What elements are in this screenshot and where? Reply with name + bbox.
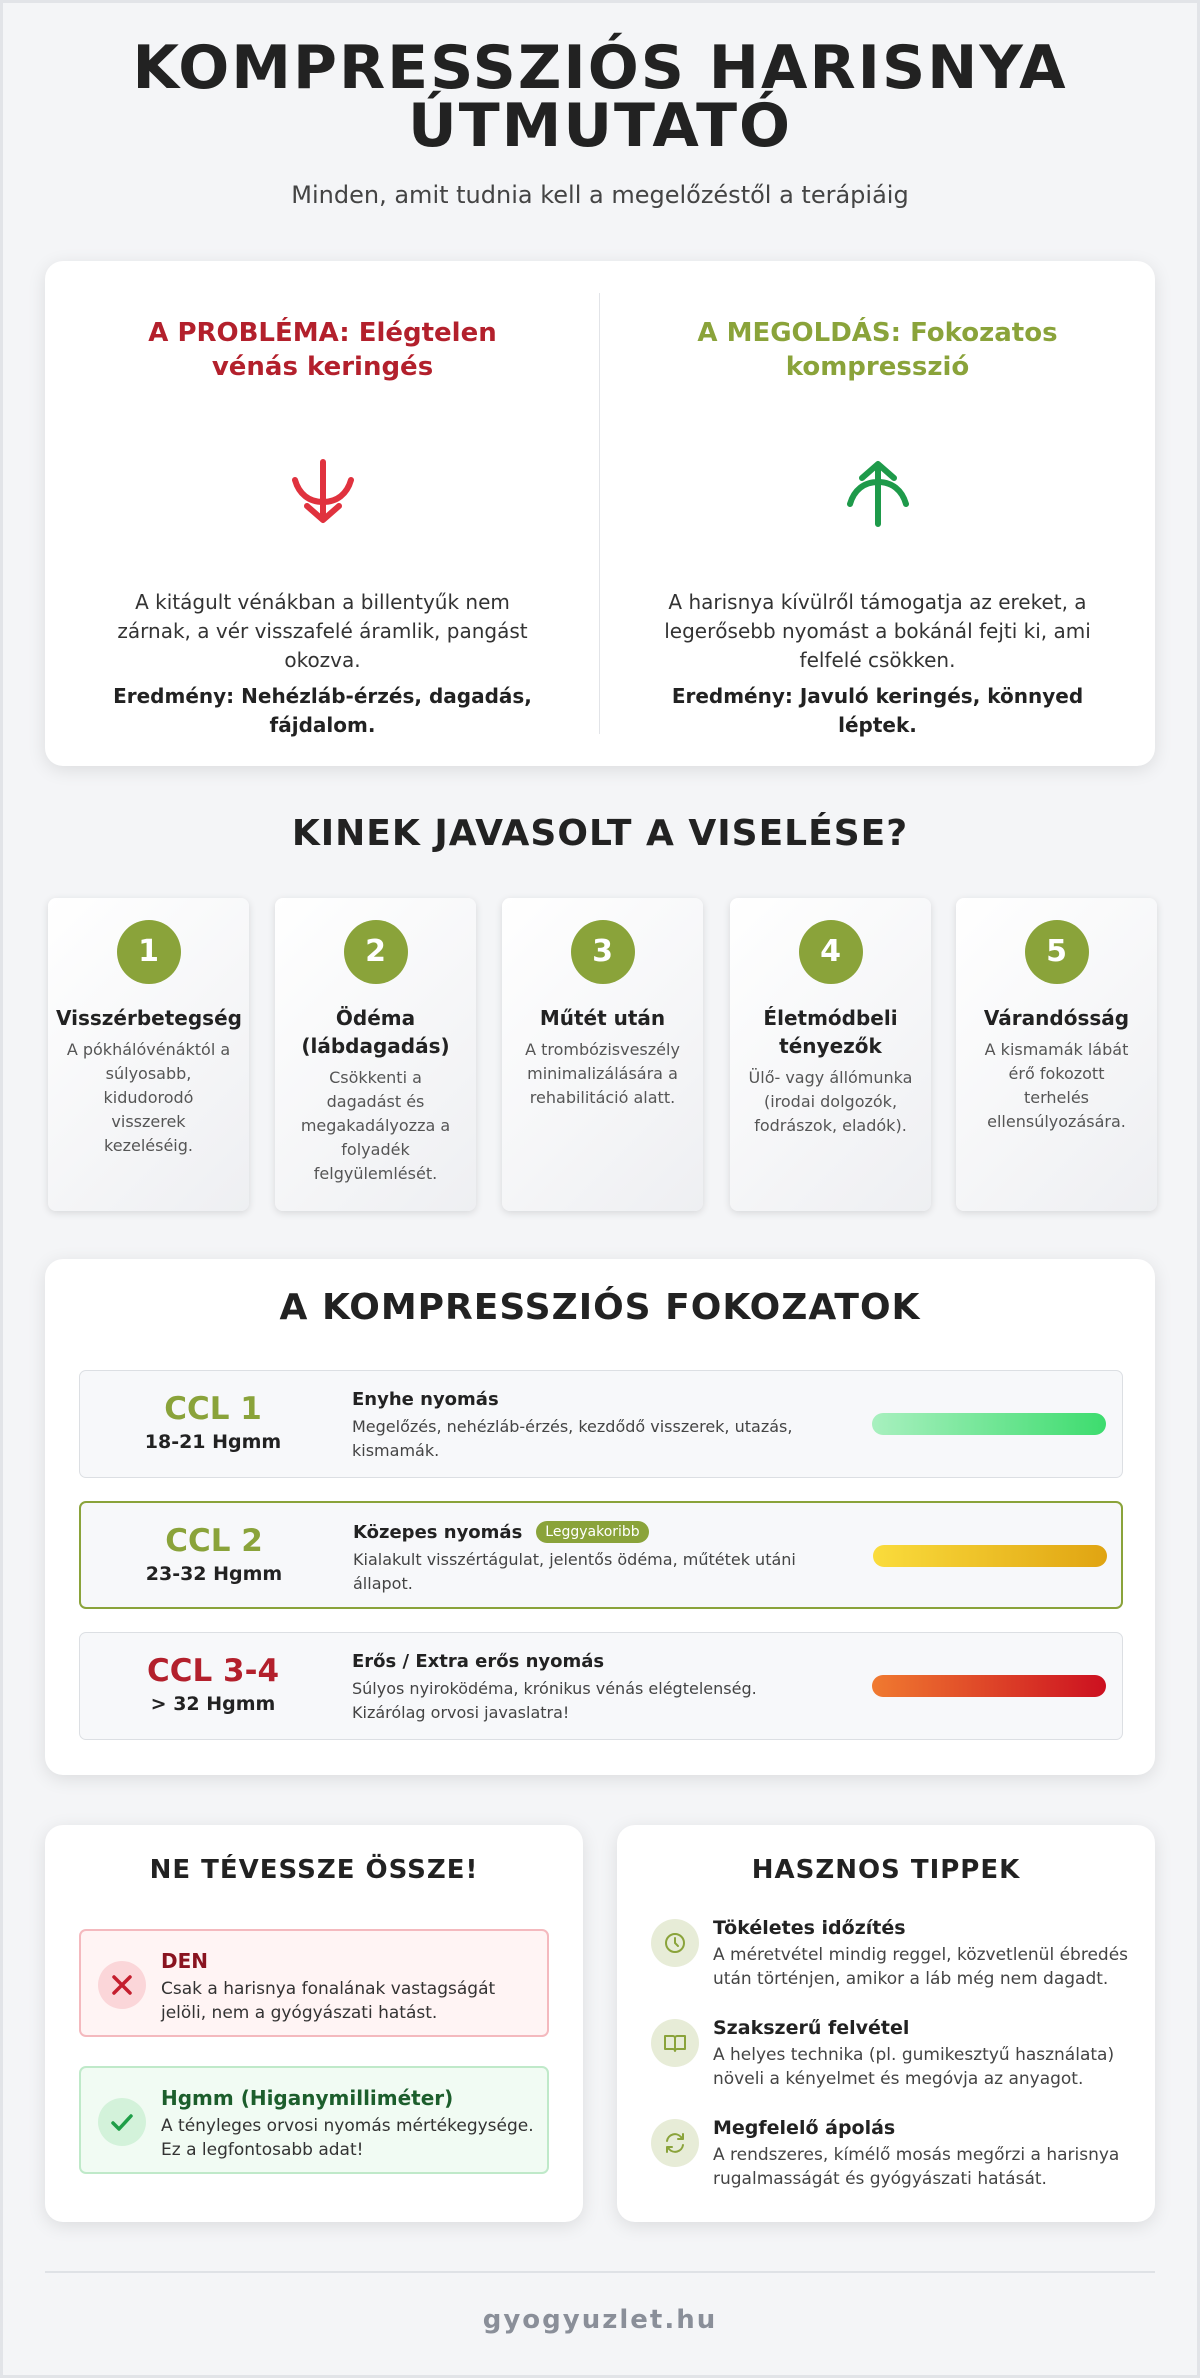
grade-pressure: > 32 Hgmm [150, 1693, 276, 1715]
grade-title: Erős / Extra erős nyomás [352, 1651, 832, 1672]
divider [599, 293, 600, 734]
audience-title: Visszérbetegség [56, 1006, 242, 1030]
tip-icon [651, 2019, 699, 2067]
pressure-bar [872, 1413, 1106, 1435]
audience-text: A pókhálóvénáktól a súlyosabb, kidudorod… [66, 1040, 231, 1155]
problem: A PROBLÉMA: Elégtelen vénás keringés A k… [45, 261, 600, 766]
icon [664, 2035, 686, 2052]
tips-title: HASZNOS TIPPEK [751, 1855, 1021, 1885]
confusion-title: Hgmm (Higanymilliméter) [161, 2086, 454, 2110]
audience-text: A kismamák lábát érő fokozott terhelés e… [984, 1040, 1129, 1131]
problem-title: A PROBLÉMA: Elégtelen vénás keringés [148, 318, 497, 382]
down-arrow-icon [291, 459, 354, 523]
grade-body: Erős / Extra erős nyomás Súlyos nyiroködé… [352, 1651, 832, 1725]
tip-title: Tökéletes időzítés [713, 1917, 906, 1939]
confusion-card: NE TÉVESSZE ÖSSZE! DEN Csak a harisnya fo… [45, 1825, 583, 2222]
grades-card: A KOMPRESSZIÓS FOKOZATOK CCL 1 18-21 Hgmm… [45, 1259, 1155, 1775]
grade-title: Enyhe nyomás [352, 1389, 832, 1410]
grade-body: Közepes nyomás Leggyakoribb Kialakult viss… [353, 1521, 833, 1596]
tip-icon [651, 1919, 699, 1967]
number-badge: 4 [798, 920, 863, 984]
audience-title: Műtét után [539, 1006, 666, 1030]
number-badge: 1 [116, 920, 181, 984]
grade-name: CCL 3-4 [146, 1653, 280, 1689]
confusion-item: Hgmm (Higanymilliméter) A tényleges orvos… [79, 2066, 549, 2174]
grade-pressure: 18-21 Hgmm [144, 1431, 282, 1453]
icon [111, 2114, 133, 2131]
up-arrow-icon [846, 461, 909, 527]
subtitle: Minden, amit tudnia kell a megelőzéstől … [291, 181, 909, 209]
tip-icon [651, 2119, 699, 2167]
confusion-item: DEN Csak a harisnya fonalának vastagságát… [79, 1929, 549, 2037]
audience-card: 4 Életmódbeli tényezők Ülő- vagy állómunka… [730, 898, 931, 1211]
footer: gyogyuzlet.hu [482, 2305, 718, 2335]
pressure-bar [873, 1545, 1107, 1567]
audience-text: Ülő- vagy állómunka (irodai dolgozók, fo… [748, 1068, 913, 1135]
audience-card: 2 Ödéma (lábdagadás) Csökkenti a dagadást … [275, 898, 476, 1211]
tips-card: HASZNOS TIPPEK Tökéletes időzítés A méret… [617, 1825, 1155, 2222]
tip-item: Szakszerű felvétel A helyes technika (pl.… [651, 2017, 1131, 2091]
audience-card: 3 Műtét után A trombózisveszély minimalizá… [502, 898, 703, 1211]
solution-text: A harisnya kívülről támogatja az ereket,… [664, 590, 1091, 672]
grade-row: CCL 2 23-32 Hgmm Közepes nyomás Leggyakorib… [79, 1501, 1123, 1609]
title: KOMPRESSZIÓS HARISNYA ÚTMUTATÓ [132, 33, 1068, 161]
tip-title: Megfelelő ápolás [713, 2117, 896, 2139]
grade-name: CCL 1 [164, 1391, 262, 1427]
grade-text: Kialakult visszértágulat, jelentős ödéma… [353, 1550, 796, 1593]
confusion-title: DEN [161, 1949, 209, 1973]
solution: A MEGOLDÁS: Fokozatos kompresszió A hari… [600, 261, 1155, 766]
grade-title-text: Erős / Extra erős nyomás [352, 1651, 605, 1672]
grade-body: Enyhe nyomás Megelőzés, nehézláb-érzés, k… [352, 1389, 832, 1463]
grade-row: CCL 3-4 > 32 Hgmm Erős / Extra erős nyomás… [79, 1632, 1123, 1740]
grade-title-text: Enyhe nyomás [352, 1389, 499, 1410]
grade-pressure: 23-32 Hgmm [145, 1563, 283, 1585]
audience-title: KINEK JAVASOLT A VISELÉSE? [291, 813, 909, 854]
grades-title: A KOMPRESSZIÓS FOKOZATOK [279, 1287, 921, 1328]
icon [665, 1933, 685, 1953]
confusion-title: NE TÉVESSZE ÖSSZE! [149, 1855, 479, 1885]
grade-row: CCL 1 18-21 Hgmm Enyhe nyomás Megelőzés, ne… [79, 1370, 1123, 1478]
audience-text: Csökkenti a dagadást és megakadályozza a… [300, 1068, 451, 1183]
grade-title: Közepes nyomás Leggyakoribb [353, 1521, 833, 1543]
tip-text: A rendszeres, kímélő mosás megőrzi a har… [713, 2145, 1120, 2189]
grade-title-text: Közepes nyomás [353, 1521, 523, 1543]
pressure-bar [872, 1675, 1106, 1697]
audience-title: Várandósság [983, 1006, 1130, 1030]
icon [112, 1975, 132, 1995]
footer-divider [45, 2271, 1155, 2273]
tip-text: A méretvétel mindig reggel, közvetlenül … [713, 1945, 1129, 1989]
badge: Leggyakoribb [536, 1521, 649, 1543]
audience-card: 1 Visszérbetegség A pókhálóvénáktól a súly… [48, 898, 249, 1211]
audience-title: Ödéma (lábdagadás) [301, 1006, 450, 1058]
problem-text: A kitágult vénákban a billentyűk nem zár… [117, 590, 528, 672]
number-badge: 2 [343, 920, 408, 984]
tip-text: A helyes technika (pl. gumikesztyű haszn… [713, 2045, 1115, 2089]
solution-title: A MEGOLDÁS: Fokozatos kompresszió [697, 318, 1058, 382]
confusion-icon [98, 2098, 146, 2146]
grade-name: CCL 2 [165, 1523, 263, 1559]
grade-text: Megelőzés, nehézláb-érzés, kezdődő vissz… [352, 1417, 793, 1460]
number-badge: 5 [1024, 920, 1089, 984]
number-badge: 3 [570, 920, 635, 984]
audience-title: Életmódbeli tényezők [763, 1006, 898, 1058]
comparison-card: A PROBLÉMA: Elégtelen vénás keringés A k… [45, 261, 1155, 766]
confusion-text: A tényleges orvosi nyomás mértékegysége.… [161, 2116, 534, 2160]
confusion-icon [98, 1961, 146, 2009]
tip-item: Megfelelő ápolás A rendszeres, kímélő mos… [651, 2117, 1131, 2191]
problem-result: Eredmény: Nehézláb-érzés, dagadás, fájda… [113, 684, 532, 737]
tip-title: Szakszerű felvétel [713, 2017, 910, 2039]
confusion-text: Csak a harisnya fonalának vastagságát je… [161, 1979, 496, 2023]
icon [666, 2133, 684, 2153]
tip-item: Tökéletes időzítés A méretvétel mindig re… [651, 1917, 1131, 1991]
solution-result: Eredmény: Javuló keringés, könnyed lépte… [671, 684, 1084, 737]
audience-card: 5 Várandósság A kismamák lábát érő fokozot… [956, 898, 1157, 1211]
grade-text: Súlyos nyiroködéma, krónikus vénás elégt… [352, 1679, 757, 1722]
audience-text: A trombózisveszély minimalizálására a re… [525, 1040, 680, 1107]
